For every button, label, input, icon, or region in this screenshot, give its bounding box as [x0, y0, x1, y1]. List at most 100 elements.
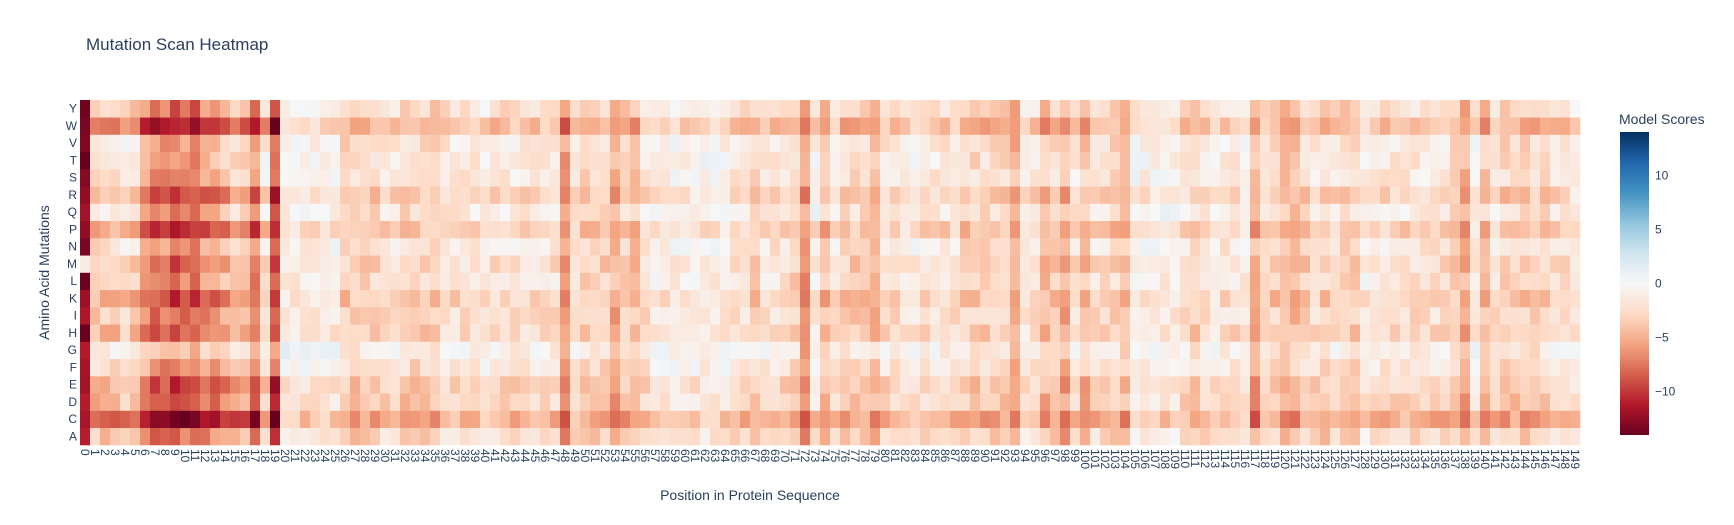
heatmap-cell[interactable]: [1000, 289, 1011, 308]
heatmap-cell[interactable]: [290, 272, 301, 291]
heatmap-cell[interactable]: [1520, 220, 1531, 239]
heatmap-cell[interactable]: [1050, 272, 1061, 291]
heatmap-cell[interactable]: [1310, 151, 1321, 170]
heatmap-cell[interactable]: [270, 289, 281, 308]
heatmap-cell[interactable]: [530, 100, 541, 118]
heatmap-cell[interactable]: [1170, 324, 1181, 342]
heatmap-cell[interactable]: [400, 186, 411, 204]
heatmap-cell[interactable]: [1510, 151, 1521, 170]
heatmap-cell[interactable]: [350, 203, 361, 222]
heatmap-cell[interactable]: [1130, 289, 1141, 308]
heatmap-cell[interactable]: [1240, 289, 1251, 308]
heatmap-cell[interactable]: [1470, 358, 1481, 377]
heatmap-cell[interactable]: [890, 220, 901, 239]
heatmap-cell[interactable]: [210, 307, 221, 325]
heatmap-cell[interactable]: [470, 169, 481, 187]
heatmap-cell[interactable]: [1030, 358, 1041, 377]
heatmap-cell[interactable]: [960, 393, 971, 411]
heatmap-cell[interactable]: [150, 307, 161, 325]
heatmap-cell[interactable]: [980, 341, 991, 360]
heatmap-cell[interactable]: [1190, 238, 1201, 256]
heatmap-cell[interactable]: [1220, 238, 1231, 256]
heatmap-cell[interactable]: [1570, 203, 1581, 222]
heatmap-cell[interactable]: [870, 358, 881, 377]
heatmap-cell[interactable]: [1490, 410, 1501, 429]
heatmap-cell[interactable]: [480, 410, 491, 429]
heatmap-cell[interactable]: [1280, 289, 1291, 308]
heatmap-cell[interactable]: [950, 186, 961, 204]
heatmap-cell[interactable]: [160, 393, 171, 411]
heatmap-cell[interactable]: [380, 151, 391, 170]
heatmap-cell[interactable]: [1490, 289, 1501, 308]
heatmap-cell[interactable]: [1280, 151, 1291, 170]
heatmap-cell[interactable]: [1000, 324, 1011, 342]
heatmap-cell[interactable]: [1140, 117, 1151, 135]
heatmap-cell[interactable]: [920, 255, 931, 273]
heatmap-cell[interactable]: [660, 151, 671, 170]
heatmap-cell[interactable]: [490, 358, 501, 377]
heatmap-cell[interactable]: [600, 393, 611, 411]
heatmap-cell[interactable]: [1510, 307, 1521, 325]
heatmap-cell[interactable]: [100, 272, 111, 291]
heatmap-cell[interactable]: [350, 186, 361, 204]
heatmap-cell[interactable]: [970, 186, 981, 204]
heatmap-cell[interactable]: [420, 203, 431, 222]
heatmap-cell[interactable]: [210, 134, 221, 153]
heatmap-cell[interactable]: [90, 169, 101, 187]
heatmap-cell[interactable]: [450, 134, 461, 153]
heatmap-cell[interactable]: [320, 100, 331, 118]
heatmap-cell[interactable]: [680, 376, 691, 394]
heatmap-cell[interactable]: [1010, 307, 1021, 325]
heatmap-cell[interactable]: [1310, 203, 1321, 222]
heatmap-cell[interactable]: [350, 100, 361, 118]
heatmap-cell[interactable]: [920, 427, 931, 446]
heatmap-cell[interactable]: [1400, 393, 1411, 411]
heatmap-cell[interactable]: [1140, 289, 1151, 308]
heatmap-cell[interactable]: [1300, 203, 1311, 222]
heatmap-cell[interactable]: [620, 151, 631, 170]
heatmap-cell[interactable]: [1350, 134, 1361, 153]
heatmap-cell[interactable]: [830, 427, 841, 446]
heatmap-cell[interactable]: [100, 393, 111, 411]
heatmap-cell[interactable]: [330, 272, 341, 291]
heatmap-cell[interactable]: [690, 427, 701, 446]
heatmap-cell[interactable]: [1390, 307, 1401, 325]
heatmap-cell[interactable]: [760, 307, 771, 325]
heatmap-cell[interactable]: [700, 117, 711, 135]
heatmap-cell[interactable]: [1350, 358, 1361, 377]
heatmap-cell[interactable]: [790, 238, 801, 256]
heatmap-cell[interactable]: [1390, 427, 1401, 446]
heatmap-cell[interactable]: [850, 100, 861, 118]
heatmap-cell[interactable]: [1490, 186, 1501, 204]
heatmap-cell[interactable]: [1220, 289, 1231, 308]
heatmap-cell[interactable]: [850, 289, 861, 308]
heatmap-cell[interactable]: [460, 393, 471, 411]
heatmap-cell[interactable]: [820, 272, 831, 291]
heatmap-cell[interactable]: [990, 376, 1001, 394]
heatmap-cell[interactable]: [210, 238, 221, 256]
heatmap-cell[interactable]: [500, 100, 511, 118]
heatmap-cell[interactable]: [920, 238, 931, 256]
heatmap-cell[interactable]: [1560, 358, 1571, 377]
heatmap-cell[interactable]: [1300, 220, 1311, 239]
heatmap-cell[interactable]: [180, 100, 191, 118]
heatmap-cell[interactable]: [1330, 220, 1341, 239]
heatmap-cell[interactable]: [1120, 376, 1131, 394]
heatmap-cell[interactable]: [1160, 255, 1171, 273]
heatmap-cell[interactable]: [80, 341, 91, 360]
heatmap-cell[interactable]: [1220, 186, 1231, 204]
heatmap-cell[interactable]: [610, 203, 621, 222]
heatmap-cell[interactable]: [1200, 203, 1211, 222]
heatmap-cell[interactable]: [400, 100, 411, 118]
heatmap-cell[interactable]: [490, 393, 501, 411]
heatmap-cell[interactable]: [120, 255, 131, 273]
heatmap-cell[interactable]: [750, 151, 761, 170]
heatmap-cell[interactable]: [270, 134, 281, 153]
heatmap-cell[interactable]: [1080, 117, 1091, 135]
heatmap-cell[interactable]: [740, 410, 751, 429]
heatmap-cell[interactable]: [900, 427, 911, 446]
heatmap-cell[interactable]: [1180, 272, 1191, 291]
heatmap-cell[interactable]: [1120, 100, 1131, 118]
heatmap-cell[interactable]: [240, 376, 251, 394]
heatmap-cell[interactable]: [580, 203, 591, 222]
